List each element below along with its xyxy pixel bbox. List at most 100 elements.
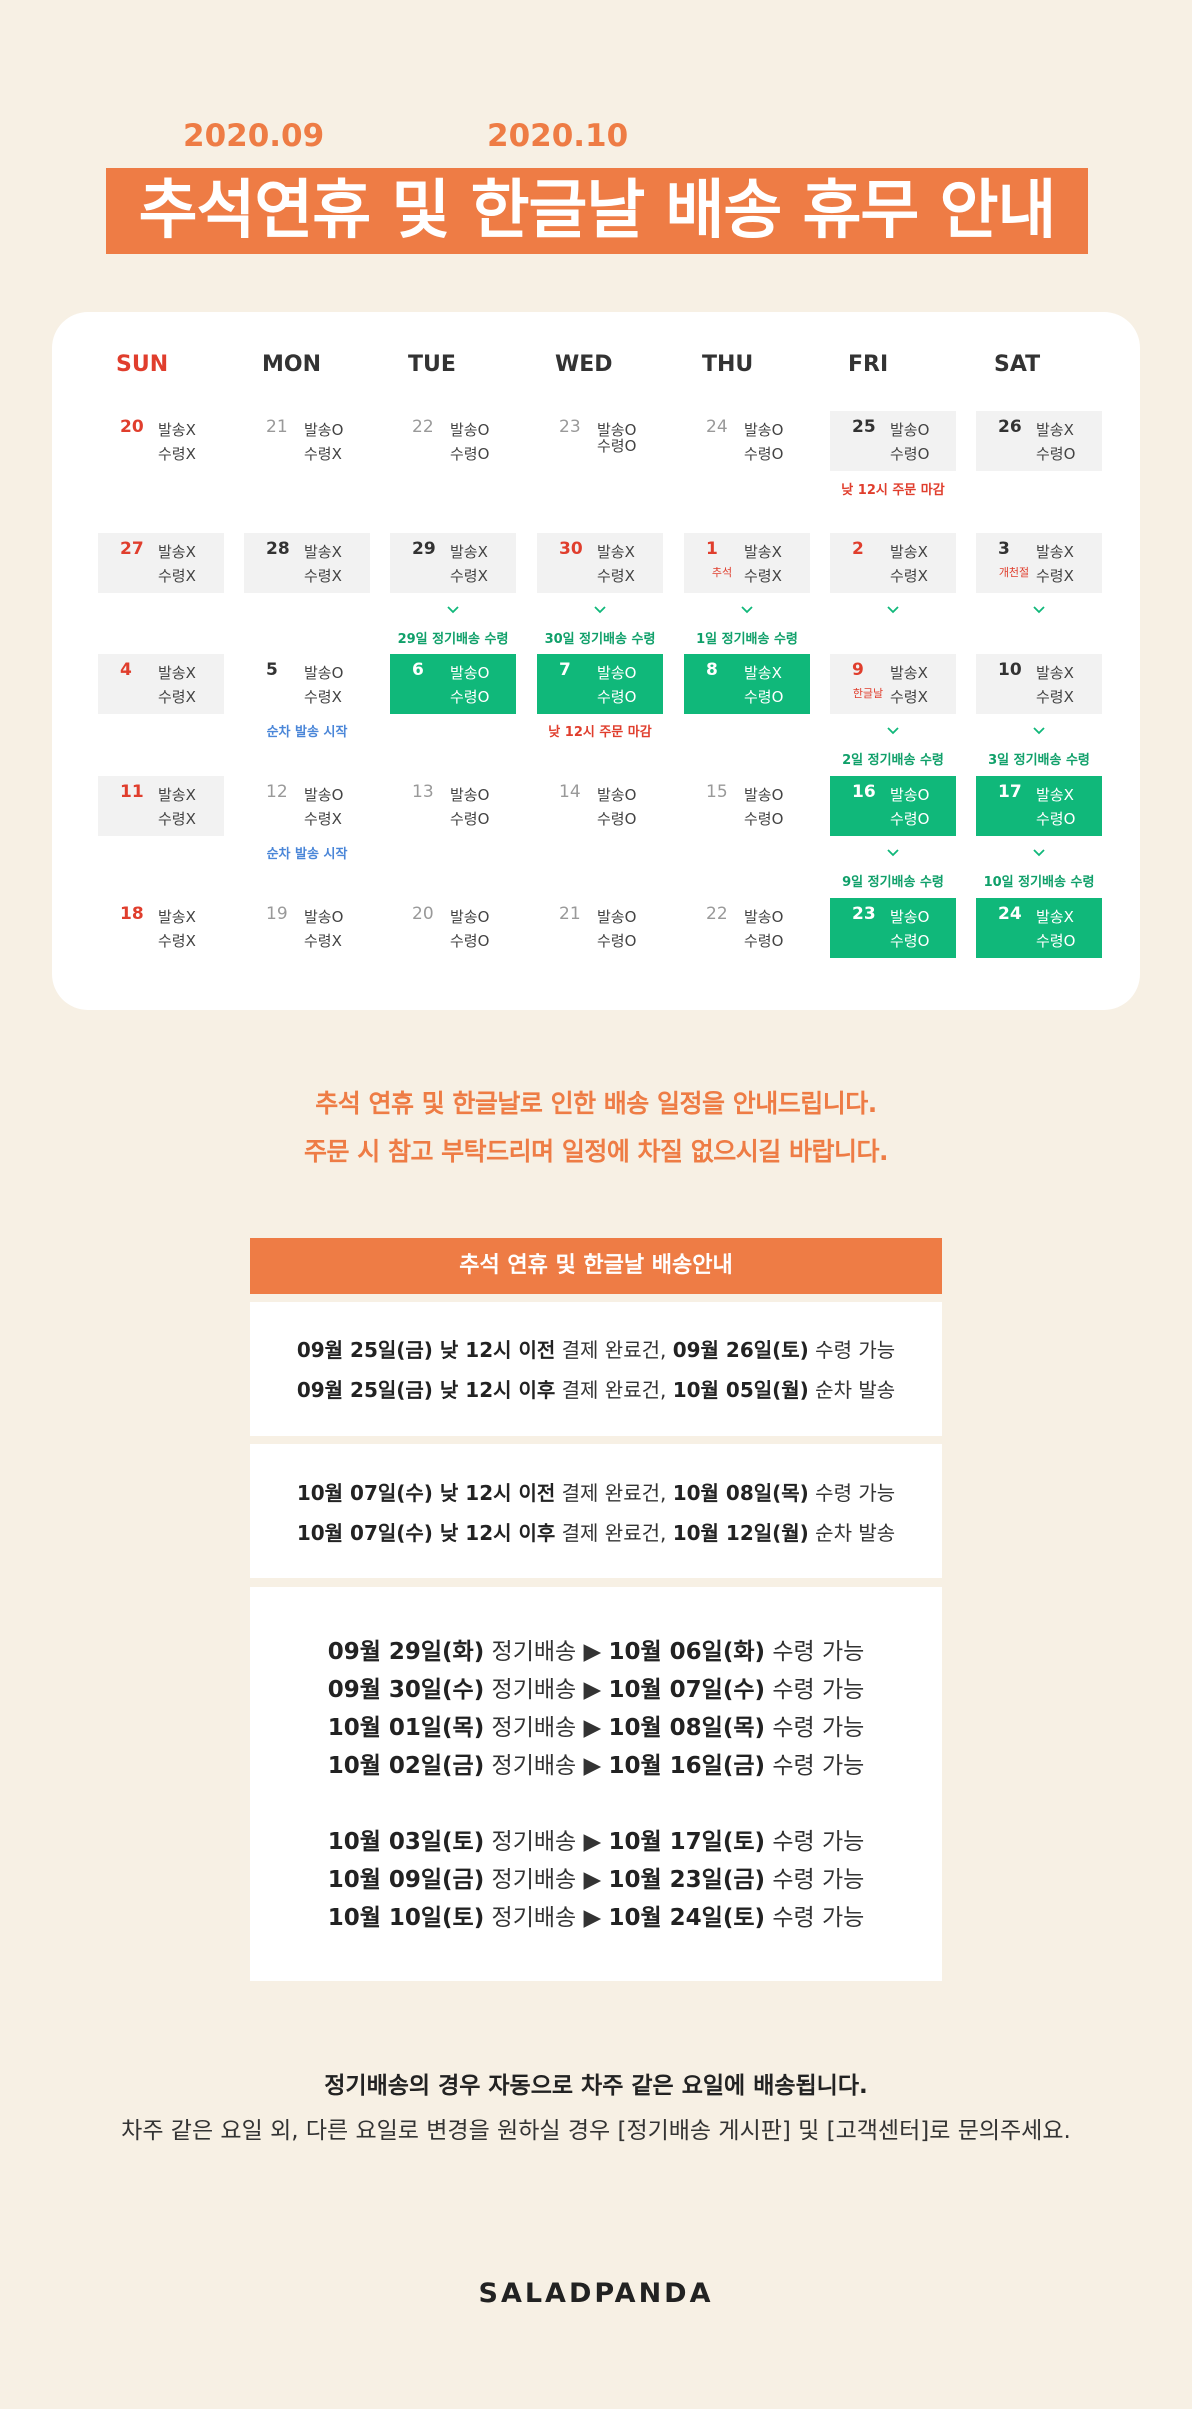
weekday-header-mon: MON	[262, 352, 322, 377]
info-text: 정기배송 ▶	[484, 1715, 609, 1741]
info-date: 10월 05일(월)	[672, 1378, 809, 1402]
regular-delivery-label: 10일 정기배송 수령	[983, 875, 1095, 890]
info-line: 09월 25일(금) 낮 12시 이전 결제 완료건, 09월 26일(토) 수…	[250, 1334, 942, 1363]
calendar-day-cell: 28 발송X 수령X	[244, 533, 370, 593]
shipping-status: 발송X	[744, 664, 782, 682]
day-number: 9	[852, 660, 864, 680]
info-line: 10월 07일(수) 낮 12시 이전 결제 완료건, 10월 08일(목) 수…	[250, 1477, 942, 1506]
month-label-september: 2020.09	[183, 118, 325, 154]
info-date: 10월 17일(토)	[608, 1829, 766, 1855]
intro-line-1: 추석 연휴 및 한글날로 인한 배송 일정을 안내드립니다.	[315, 1089, 877, 1118]
regular-delivery-label: 30일 정기배송 수령	[544, 632, 656, 647]
day-number: 10	[998, 660, 1022, 680]
info-date: 09월 26일(토)	[672, 1338, 809, 1362]
chevron-down-icon	[1031, 845, 1047, 861]
receiving-status: 수령O	[744, 688, 784, 706]
page-title: 추석연휴 및 한글날 배송 휴무 안내	[106, 168, 1088, 254]
info-text: 수령 가능	[765, 1639, 865, 1665]
info-heading: 추석 연휴 및 한글날 배송안내	[250, 1238, 942, 1294]
calendar-day-cell: 5 발송O 수령X	[244, 654, 370, 714]
shipping-status: 발송O	[890, 786, 930, 804]
info-line: 10월 07일(수) 낮 12시 이후 결제 완료건, 10월 12일(월) 순…	[250, 1517, 942, 1546]
day-number: 6	[412, 660, 424, 680]
info-text: 수령 가능	[765, 1829, 865, 1855]
calendar-day-cell: 29 발송X 수령X	[390, 533, 516, 593]
info-date: 10월 09일(금)	[327, 1867, 485, 1893]
receiving-status: 수령X	[304, 445, 342, 463]
order-cutoff-note: 낮 12시 주문 마감	[548, 725, 652, 740]
receiving-status: 수령O	[744, 445, 784, 463]
info-box-chuseok-cutoff: 09월 25일(금) 낮 12시 이전 결제 완료건, 09월 26일(토) 수…	[250, 1302, 942, 1436]
day-number: 12	[266, 782, 288, 802]
day-number: 1	[706, 539, 718, 559]
calendar-day-cell: 13 발송O 수령O	[390, 776, 516, 836]
shipping-status: 발송O	[890, 421, 930, 439]
shipping-status: 발송O	[597, 908, 637, 926]
day-number: 17	[998, 782, 1022, 802]
shipping-status: 발송O	[450, 786, 490, 804]
shipping-status: 발송X	[450, 543, 488, 561]
calendar-day-cell: 10 발송X 수령X	[976, 654, 1102, 714]
receiving-status: 수령O	[597, 437, 637, 455]
chevron-down-icon	[1031, 602, 1047, 618]
receiving-status: 수령O	[1036, 932, 1076, 950]
receiving-status: 수령X	[744, 567, 782, 585]
shipping-status: 발송X	[158, 421, 196, 439]
info-date: 10월 07일(수) 낮 12시 이후	[296, 1521, 556, 1545]
calendar-day-cell: 3 개천절 발송X 수령X	[976, 533, 1102, 593]
shipping-status: 발송X	[890, 543, 928, 561]
shipping-status: 발송O	[450, 421, 490, 439]
day-number: 16	[852, 782, 876, 802]
chevron-down-icon	[885, 602, 901, 618]
shipping-status: 발송X	[1036, 908, 1074, 926]
receiving-status: 수령O	[890, 445, 930, 463]
calendar-day-cell: 17 발송X 수령O	[976, 776, 1102, 836]
shipping-status: 발송O	[744, 421, 784, 439]
shipping-status: 발송O	[304, 664, 344, 682]
shipping-status: 발송O	[450, 908, 490, 926]
shipping-status: 발송X	[158, 543, 196, 561]
calendar-day-cell: 22 발송O 수령O	[390, 411, 516, 471]
day-number: 19	[266, 904, 288, 924]
day-number: 20	[412, 904, 434, 924]
receiving-status: 수령O	[1036, 445, 1076, 463]
weekday-header-wed: WED	[555, 352, 613, 377]
shipping-status: 발송X	[1036, 421, 1074, 439]
day-number: 20	[120, 417, 144, 437]
weekday-header-tue: TUE	[408, 352, 456, 377]
info-text: 정기배송 ▶	[484, 1677, 609, 1703]
calendar-day-cell: 12 발송O 수령X	[244, 776, 370, 836]
receiving-status: 수령O	[890, 810, 930, 828]
info-date: 10월 10일(토)	[327, 1905, 485, 1931]
calendar-day-cell: 27 발송X 수령X	[98, 533, 224, 593]
regular-delivery-label: 1일 정기배송 수령	[696, 632, 798, 647]
info-text: 수령 가능	[808, 1481, 896, 1505]
day-number: 8	[706, 660, 718, 680]
calendar-day-cell: 1 추석 발송X 수령X	[684, 533, 810, 593]
shipping-status: 발송O	[304, 421, 344, 439]
calendar-day-cell: 23 발송O 수령O	[537, 411, 663, 471]
day-number: 11	[120, 782, 144, 802]
info-text: 수령 가능	[765, 1715, 865, 1741]
receiving-status: 수령X	[158, 932, 196, 950]
calendar-day-cell: 9 한글날 발송X 수령X	[830, 654, 956, 714]
weekday-header-fri: FRI	[848, 352, 889, 377]
receiving-status: 수령O	[450, 688, 490, 706]
shipping-status: 발송O	[597, 664, 637, 682]
order-cutoff-note: 낮 12시 주문 마감	[841, 483, 945, 498]
info-box-regular-delivery: 09월 29일(화) 정기배송 ▶ 10월 06일(화) 수령 가능 09월 30…	[250, 1587, 942, 1981]
day-number: 21	[559, 904, 581, 924]
receiving-status: 수령X	[304, 567, 342, 585]
receiving-status: 수령X	[890, 688, 928, 706]
info-text: 정기배송 ▶	[484, 1639, 609, 1665]
day-number: 15	[706, 782, 728, 802]
receiving-status: 수령O	[744, 932, 784, 950]
info-date: 10월 23일(금)	[608, 1867, 766, 1893]
shipping-status: 발송X	[597, 543, 635, 561]
receiving-status: 수령X	[158, 688, 196, 706]
info-text: 정기배송 ▶	[484, 1905, 609, 1931]
info-date: 10월 03일(토)	[327, 1829, 485, 1855]
weekday-header-thu: THU	[702, 352, 754, 377]
receiving-status: 수령X	[304, 688, 342, 706]
info-text: 수령 가능	[765, 1905, 865, 1931]
